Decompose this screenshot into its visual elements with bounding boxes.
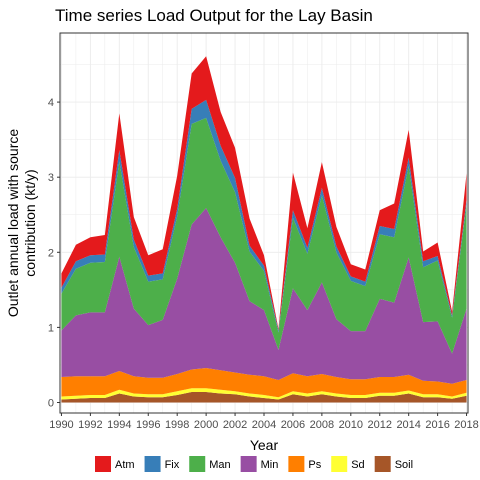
legend-key-sd — [331, 456, 348, 472]
chart-title: Time series Load Output for the Lay Basi… — [55, 6, 373, 25]
x-tick-label: 2004 — [252, 419, 276, 431]
legend-label-min: Min — [261, 459, 279, 471]
x-tick-label: 1992 — [78, 419, 102, 431]
y-tick-label: 3 — [48, 172, 54, 184]
legend-label-man: Man — [209, 459, 230, 471]
axes: 0 1 2 3 4 1990 1992 1994 1996 1998 2000 2002 2004 200… — [48, 32, 479, 431]
legend: Atm Fix Man Min Ps Sd Soil — [95, 456, 413, 472]
x-axis-title: Year — [250, 437, 279, 453]
y-tick-label: 1 — [48, 322, 54, 334]
x-tick-label: 1996 — [136, 419, 160, 431]
x-tick-label: 2010 — [339, 419, 363, 431]
legend-item-soil: Soil — [374, 456, 413, 472]
area-series — [61, 56, 467, 403]
legend-item-sd: Sd — [331, 456, 365, 472]
x-tick-label: 2018 — [454, 419, 478, 431]
legend-label-atm: Atm — [115, 459, 135, 471]
legend-label-fix: Fix — [165, 459, 180, 471]
area-ps — [61, 367, 467, 398]
legend-key-man — [189, 456, 206, 472]
x-tick-label: 2006 — [281, 419, 305, 431]
legend-label-ps: Ps — [308, 459, 321, 471]
x-tick-label: 1998 — [165, 419, 189, 431]
y-tick-label: 0 — [48, 397, 54, 409]
legend-key-ps — [288, 456, 305, 472]
y-tick-label: 4 — [48, 97, 54, 109]
legend-key-soil — [374, 456, 391, 472]
x-tick-label: 2002 — [223, 419, 247, 431]
legend-label-soil: Soil — [395, 459, 413, 471]
area-atm — [61, 56, 467, 331]
legend-label-sd: Sd — [351, 459, 364, 471]
x-tick-label: 1994 — [107, 419, 131, 431]
legend-key-min — [240, 456, 257, 472]
area-soil — [61, 391, 467, 403]
legend-item-fix: Fix — [144, 456, 180, 472]
legend-item-min: Min — [240, 456, 279, 472]
y-axis-title-line-1: Outlet annual load with source — [5, 129, 21, 318]
y-tick-label: 2 — [48, 247, 54, 259]
area-man — [61, 117, 467, 354]
area-min — [61, 207, 467, 384]
area-fix — [61, 99, 467, 333]
x-tick-label: 2016 — [425, 419, 449, 431]
legend-key-fix — [144, 456, 161, 472]
y-axis-title-line-2: contribution (kt/y) — [22, 169, 38, 276]
x-tick-label: 2000 — [194, 419, 218, 431]
legend-item-ps: Ps — [288, 456, 322, 472]
legend-item-atm: Atm — [95, 456, 135, 472]
area-sd — [61, 388, 467, 400]
x-tick-label: 2008 — [310, 419, 334, 431]
legend-key-atm — [95, 456, 111, 472]
legend-item-man: Man — [189, 456, 231, 472]
x-tick-label: 2012 — [368, 419, 392, 431]
x-tick-label: 2014 — [396, 419, 420, 431]
x-tick-label: 1990 — [49, 419, 73, 431]
